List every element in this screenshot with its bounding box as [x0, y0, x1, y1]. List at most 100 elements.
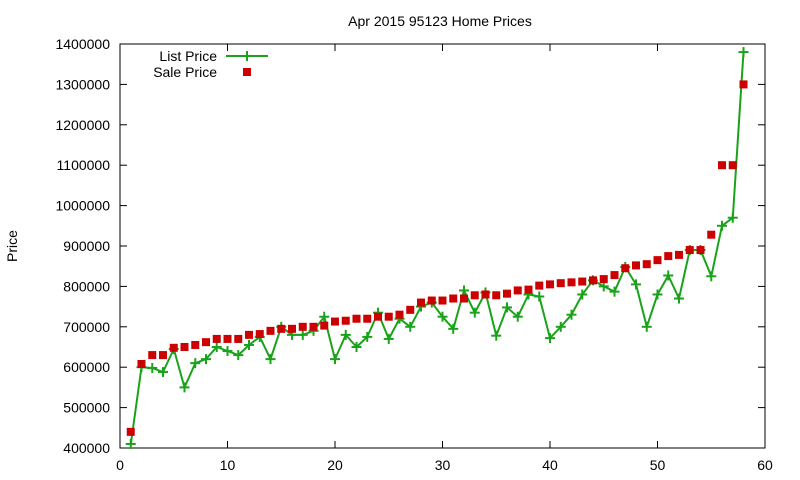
x-tick-label: 0 [116, 457, 124, 473]
sale-price-point [610, 271, 619, 280]
sale-price-point [212, 334, 221, 343]
sale-price-point [492, 291, 501, 300]
y-tick-label: 1100000 [57, 157, 111, 173]
sale-price-point [535, 281, 544, 290]
list-price-point [190, 358, 201, 369]
list-price-point [244, 339, 254, 350]
sale-price-point [632, 261, 640, 270]
list-price-point [201, 354, 211, 365]
list-price-point [469, 307, 480, 318]
sale-price-point [255, 330, 264, 339]
list-price-point [609, 286, 620, 297]
y-tick-label: 1300000 [55, 76, 110, 92]
list-price-point [663, 270, 674, 281]
sale-price-point [513, 286, 522, 295]
y-tick-label: 1200000 [55, 117, 110, 133]
sale-price-point [653, 256, 662, 265]
sale-price-point [427, 296, 436, 305]
legend-label-sale-price: Sale Price [153, 64, 217, 80]
sale-price-point [320, 321, 329, 330]
sale-price-point [589, 276, 597, 285]
list-price-point [125, 438, 136, 449]
y-tick-label: 800000 [63, 278, 110, 294]
list-price-point [158, 367, 168, 378]
sale-price-point [223, 334, 232, 343]
list-price-point [566, 309, 577, 320]
sale-price-point [524, 285, 533, 294]
list-price-point [631, 279, 641, 290]
sale-price-point [718, 161, 726, 170]
sale-price-point [277, 324, 286, 333]
sale-price-point [159, 351, 167, 360]
y-axis-ticks: 400000 500000 600000 700000 800000 900000 1000… [55, 36, 765, 456]
y-tick-label: 600000 [63, 359, 110, 375]
y-tick-label: 700000 [63, 319, 110, 335]
sale-price-point [352, 314, 361, 323]
sale-price-point [685, 246, 694, 255]
sale-price-point [728, 161, 737, 170]
sale-price-point [438, 296, 447, 305]
x-tick-label: 10 [220, 457, 236, 473]
series-sale-price [126, 80, 748, 436]
sale-price-point [599, 275, 608, 284]
list-price-point [448, 323, 459, 334]
list-price-point [297, 329, 308, 340]
list-price-point [437, 311, 448, 322]
list-price-point [577, 289, 588, 300]
list-price-point [502, 302, 512, 313]
x-tick-label: 50 [650, 457, 666, 473]
list-price-point [362, 331, 373, 342]
list-price-point [211, 342, 222, 352]
list-price-point [265, 354, 276, 365]
x-tick-label: 20 [327, 457, 343, 473]
list-price-point [179, 382, 190, 393]
list-price-point [706, 271, 717, 282]
sale-price-point [169, 343, 178, 352]
legend-marker-sale-price [243, 68, 251, 76]
sale-price-point [191, 340, 200, 349]
x-axis-ticks: 0 10 20 30 40 50 60 [116, 44, 773, 473]
list-price-line [129, 52, 745, 445]
sale-price-point [707, 230, 716, 239]
sale-price-point [503, 289, 511, 298]
list-price-point [727, 212, 738, 223]
sale-price-point [449, 294, 458, 303]
x-tick-label: 60 [757, 457, 773, 473]
sale-price-point [374, 312, 382, 321]
list-price-point [545, 333, 555, 344]
list-price-point [319, 311, 330, 322]
sale-price-point [384, 312, 393, 321]
sale-price-point [298, 322, 307, 331]
y-tick-label: 500000 [63, 400, 110, 416]
sale-price-point [696, 246, 705, 255]
chart-title: Apr 2015 95123 Home Prices [348, 13, 532, 29]
sale-price-point [180, 343, 189, 351]
y-tick-label: 900000 [63, 238, 110, 254]
sale-price-point [266, 326, 275, 335]
list-price-point [383, 333, 394, 344]
sale-price-point [395, 310, 404, 319]
sale-price-point [578, 277, 587, 286]
legend-label-list-price: List Price [159, 48, 217, 64]
sale-price-point [137, 359, 146, 368]
legend-marker-list-price [242, 51, 252, 61]
sale-price-point [331, 317, 339, 326]
list-price-point [717, 220, 727, 231]
sale-price-point [417, 298, 425, 307]
sale-price-point [739, 80, 748, 89]
legend: List Price Sale Price [153, 48, 268, 80]
y-tick-label: 1400000 [55, 36, 110, 52]
list-price-point [641, 321, 652, 332]
sale-price-point [460, 294, 468, 303]
sale-price-point [621, 264, 630, 273]
list-price-point [351, 342, 362, 352]
sale-price-point [148, 351, 157, 360]
sale-price-point [675, 250, 683, 259]
sale-price-point [546, 280, 554, 289]
sale-price-point [126, 427, 135, 436]
sale-price-point [567, 278, 576, 287]
series-list-price [125, 47, 749, 449]
sale-price-point [234, 334, 243, 343]
